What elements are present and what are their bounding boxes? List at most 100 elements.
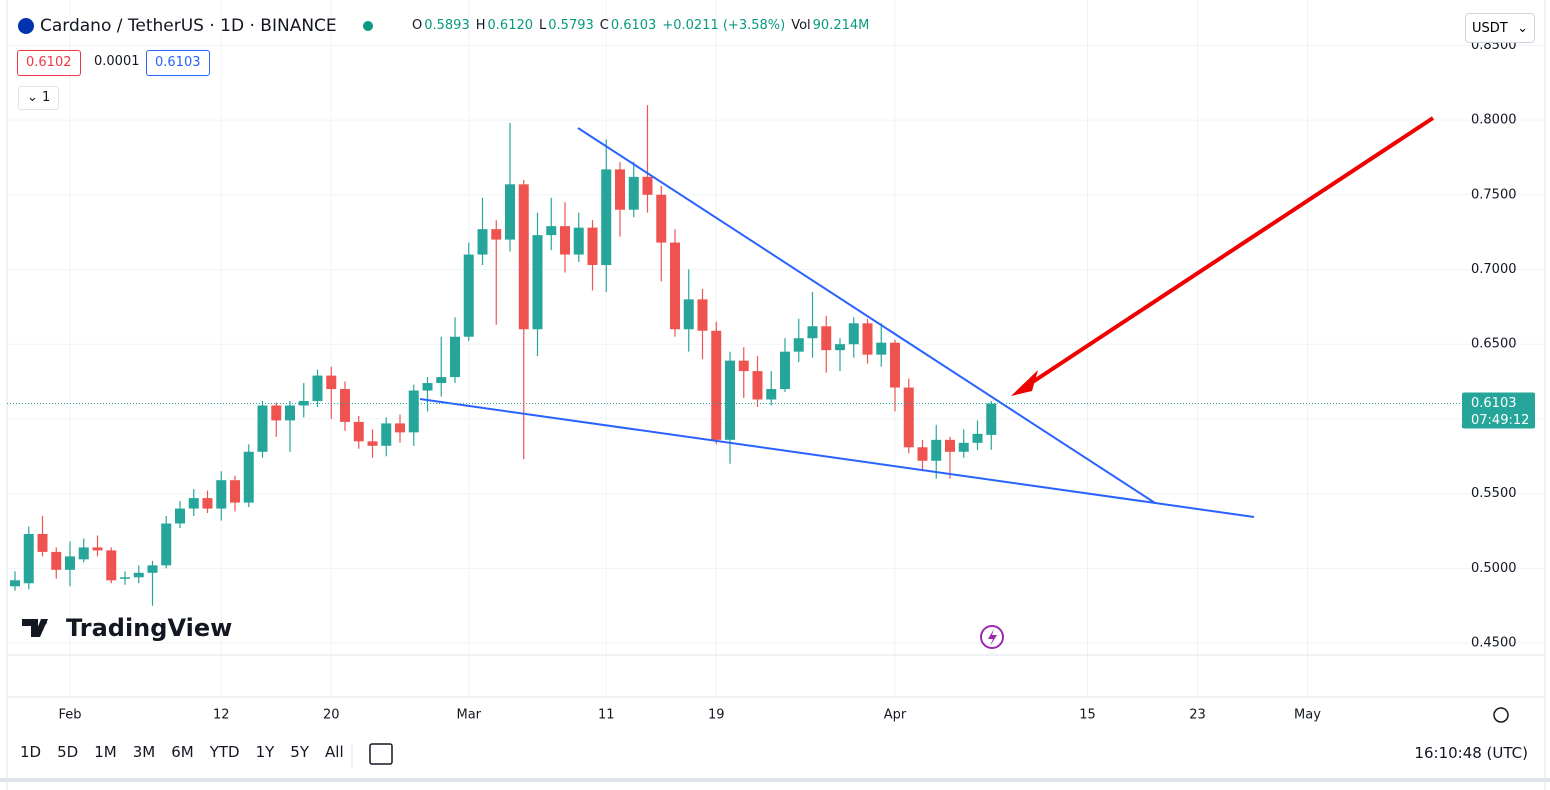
range-button[interactable]: 1Y <box>255 743 275 761</box>
candle-body <box>477 229 488 255</box>
candle-body <box>340 389 350 422</box>
bid-box[interactable]: 0.6102 <box>17 50 81 76</box>
candle-body <box>10 580 20 587</box>
candle-body <box>367 441 378 446</box>
ohlc-legend: O 0.5893 H 0.6120 L 0.5793 C 0.6103 +0.0211 (+3.… <box>412 18 869 33</box>
x-tick-label: Mar <box>456 708 481 723</box>
ohlc-key: H <box>475 18 486 33</box>
candle-body <box>793 338 804 352</box>
candle-body <box>807 326 818 339</box>
candle-body <box>835 344 845 351</box>
x-tick-label: 11 <box>598 708 615 723</box>
candle-body <box>532 235 543 330</box>
settings-icon[interactable] <box>1493 707 1509 723</box>
ohlc-key: O <box>412 18 423 33</box>
candle-body <box>986 403 997 435</box>
candle-body <box>120 577 130 579</box>
x-tick-label: May <box>1294 708 1321 723</box>
range-button[interactable]: 6M <box>171 743 194 761</box>
candle-body <box>37 533 48 552</box>
range-buttons: 1D 5D 1M 3M 6M YTD 1Y 5Y All <box>20 743 344 761</box>
candle-body <box>65 556 75 570</box>
ask-box[interactable]: 0.6103 <box>146 50 210 76</box>
ohlc-value: 0.6103 <box>610 18 657 33</box>
range-button[interactable]: 1M <box>94 743 117 761</box>
candle-body <box>422 383 433 391</box>
candle-body <box>450 336 460 378</box>
range-button[interactable]: 5D <box>57 743 79 761</box>
symbol-title[interactable]: Cardano / TetherUS · 1D · BINANCE <box>40 16 337 36</box>
x-tick-label: 20 <box>323 708 340 723</box>
candle-body <box>958 442 969 452</box>
y-tick-label: 0.5000 <box>1471 561 1517 576</box>
event-icon-bolt <box>988 629 997 646</box>
y-tick-label: 0.4500 <box>1471 636 1517 651</box>
candle-body <box>463 254 474 337</box>
range-button[interactable]: 3M <box>132 743 156 761</box>
candle-body <box>862 323 873 355</box>
candle-body <box>353 421 364 442</box>
ohlc-key: C <box>599 18 609 33</box>
candle-body <box>848 323 859 345</box>
indicators-toggle[interactable]: ⌄ 1 <box>18 86 60 110</box>
date-range-icon[interactable] <box>369 743 393 765</box>
ohlc-value: 0.5893 <box>424 18 470 33</box>
candle-body <box>230 480 240 503</box>
candle-body <box>628 176 639 210</box>
candle-body <box>615 169 625 210</box>
candle-body <box>408 390 419 433</box>
indicator-count: 1 <box>42 90 51 105</box>
clock: 16:10:48 (UTC) <box>1414 744 1528 762</box>
arrow-head <box>1011 370 1038 396</box>
candle-body <box>711 330 722 440</box>
candle-body <box>876 342 887 355</box>
symbol-icon <box>18 18 34 34</box>
candle-body <box>23 533 34 584</box>
candle-body <box>216 480 227 509</box>
candle-body <box>945 439 955 452</box>
candle-body <box>202 498 213 509</box>
candle-body <box>271 405 282 421</box>
candle-body <box>766 389 777 400</box>
ohlc-key: L <box>539 18 547 33</box>
candle-body <box>697 299 708 331</box>
spread: 0.0001 <box>94 54 140 69</box>
settings-gear[interactable] <box>1493 707 1509 723</box>
candle-body <box>51 551 62 570</box>
y-tick-label: 0.8000 <box>1471 113 1517 128</box>
ohlc-value: 0.6120 <box>487 18 534 33</box>
candle-body <box>972 433 983 443</box>
candle-body <box>436 377 447 384</box>
candle-body <box>560 226 570 255</box>
candle-body <box>738 360 749 372</box>
x-tick-label: 15 <box>1079 708 1096 723</box>
event-icon[interactable] <box>980 625 1004 649</box>
y-tick-label: 0.5500 <box>1471 486 1517 501</box>
watermark-logo-dot <box>41 619 47 625</box>
candle-body <box>188 498 199 509</box>
candle-body <box>92 547 103 551</box>
candle-body <box>656 194 667 243</box>
candle-body <box>243 451 254 503</box>
candle-body <box>890 342 900 388</box>
wedge-upper-line <box>577 127 1156 504</box>
candle-body <box>381 423 392 446</box>
watermark: TradingView <box>22 614 232 642</box>
watermark-text: TradingView <box>66 614 232 642</box>
volume-key: Vol <box>791 18 811 33</box>
candle-body <box>518 184 529 330</box>
range-button[interactable]: 1D <box>20 743 42 761</box>
volume: 90.214M <box>812 18 870 33</box>
currency-select[interactable]: USDT ⌄ <box>1465 13 1535 43</box>
range-button[interactable]: All <box>325 743 344 761</box>
candle-body <box>326 375 337 390</box>
range-button[interactable]: 5Y <box>290 743 310 761</box>
range-button[interactable]: YTD <box>209 743 240 761</box>
ohlc-value: 0.5793 <box>548 18 594 33</box>
candle-body <box>312 375 323 401</box>
x-tick-label: 12 <box>213 708 230 723</box>
candle-body <box>917 447 928 461</box>
y-tick-label: 0.6500 <box>1471 337 1517 352</box>
currency: USDT <box>1472 21 1508 36</box>
